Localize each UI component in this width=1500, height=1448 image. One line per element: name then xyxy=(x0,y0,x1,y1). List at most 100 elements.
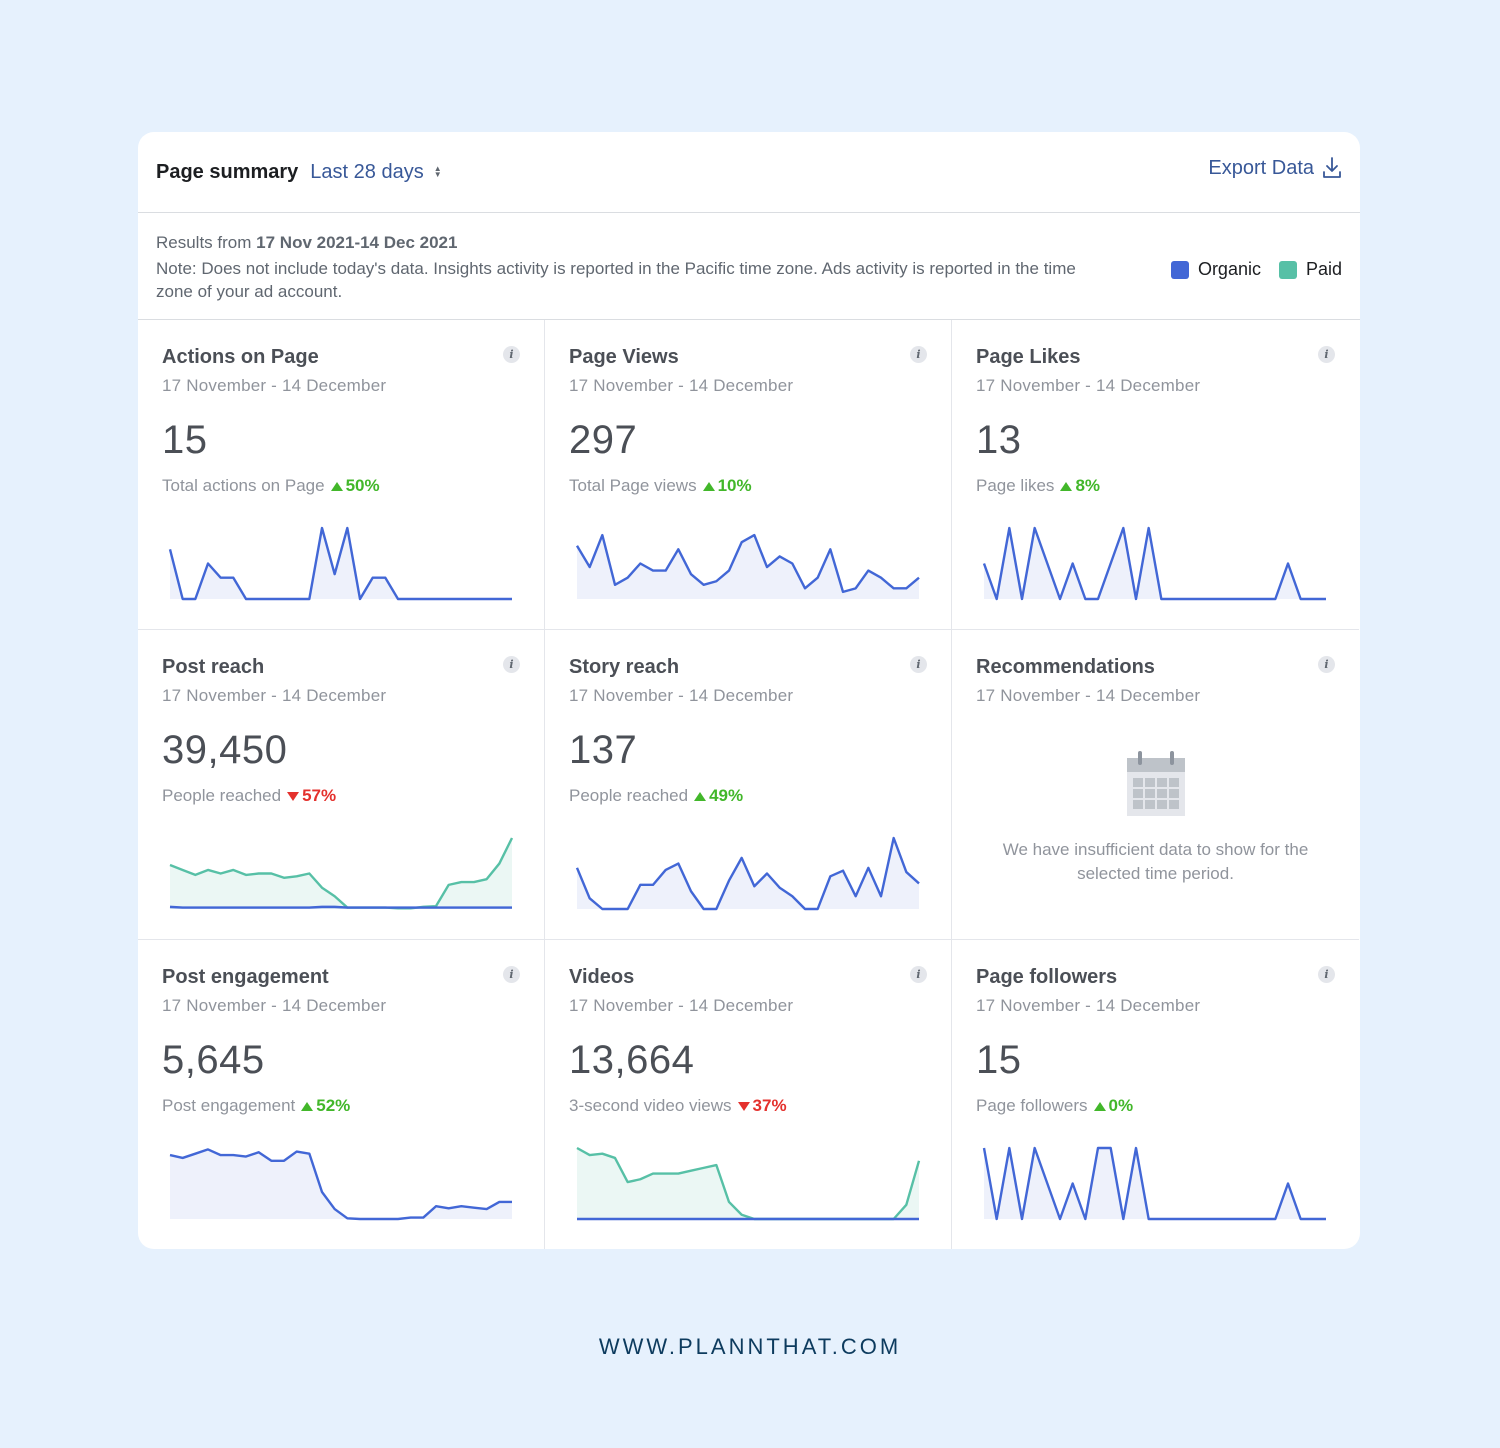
footer-url: WWW.PLANNTHAT.COM xyxy=(598,1334,902,1359)
metric-label: Total actions on Page xyxy=(162,476,325,495)
tile-page-likes[interactable]: Page Likes 17 November - 14 December i 13 Pa… xyxy=(952,320,1359,630)
triangle-up-icon xyxy=(702,481,715,491)
tile-date-range: 17 November - 14 December xyxy=(569,686,794,705)
tile-date-range: 17 November - 14 December xyxy=(162,376,387,395)
series-line-organic xyxy=(575,836,920,911)
tile-title: Story reach xyxy=(569,656,680,678)
change-badge: 37% xyxy=(737,1096,787,1116)
series-area-organic xyxy=(170,528,512,599)
info-icon[interactable]: i xyxy=(1318,346,1335,363)
change-percent: 52% xyxy=(316,1096,351,1115)
tile-date-range: 17 November - 14 December xyxy=(569,996,794,1015)
export-data-button[interactable]: Export Data xyxy=(1208,156,1342,180)
sparkline-chart xyxy=(168,526,512,601)
legend-paid-swatch xyxy=(1278,260,1297,279)
tile-date-range: 17 November - 14 December xyxy=(976,996,1201,1015)
tile-date-range: 17 November - 14 December xyxy=(162,996,387,1015)
change-percent: 37% xyxy=(752,1096,787,1115)
empty-state xyxy=(952,748,1359,823)
sparkline-chart xyxy=(575,836,920,911)
tile-page-views[interactable]: Page Views 17 November - 14 December i 297 T… xyxy=(545,320,952,630)
metric-value: 137 xyxy=(569,728,638,772)
results-dates: 17 Nov 2021-14 Dec 2021 xyxy=(256,233,458,252)
info-icon[interactable]: i xyxy=(910,966,927,983)
change-percent: 8% xyxy=(1075,476,1101,495)
date-range-label: Last 28 days xyxy=(310,160,424,183)
metric-value: 13,664 xyxy=(569,1038,695,1082)
tile-title: Page Likes xyxy=(976,346,1081,368)
metric-subtitle: Total Page views 10% xyxy=(569,476,752,496)
series-area-organic xyxy=(984,1148,1326,1219)
tile-post-reach[interactable]: Post reach 17 November - 14 December i 39,4… xyxy=(138,630,545,940)
sparkline-chart xyxy=(982,1146,1326,1221)
info-icon[interactable]: i xyxy=(503,966,520,983)
tile-date-range: 17 November - 14 December xyxy=(162,686,387,705)
date-range-dropdown[interactable]: Last 28 days ▲ ▼ xyxy=(310,161,441,184)
series-area-organic xyxy=(577,535,919,599)
tile-actions-on-page[interactable]: Actions on Page 17 November - 14 December… xyxy=(138,320,545,630)
info-icon[interactable]: i xyxy=(910,346,927,363)
info-icon[interactable]: i xyxy=(503,346,520,363)
metric-subtitle: People reached 57% xyxy=(162,786,336,806)
tile-story-reach[interactable]: Story reach 17 November - 14 December i 137… xyxy=(545,630,952,940)
triangle-up-icon xyxy=(301,1101,314,1111)
tile-title: Recommendations xyxy=(976,656,1155,678)
tile-videos[interactable]: Videos 17 November - 14 December i 13,664 3-… xyxy=(545,940,952,1249)
results-prefix: Results from xyxy=(156,233,252,252)
series-line-organic xyxy=(982,526,1326,601)
triangle-up-icon xyxy=(1093,1101,1106,1111)
metric-value: 15 xyxy=(976,1038,1022,1082)
tile-title: Post reach xyxy=(162,656,265,678)
sparkline-chart xyxy=(169,837,514,910)
triangle-down-icon xyxy=(737,1101,750,1111)
change-badge: 50% xyxy=(330,476,380,496)
legend-organic-swatch xyxy=(1170,260,1189,279)
series-line-organic xyxy=(982,1146,1326,1221)
series-line-paid xyxy=(169,837,514,910)
metrics-grid: Actions on Page 17 November - 14 December… xyxy=(138,320,1360,1249)
change-badge: 52% xyxy=(301,1096,350,1116)
change-percent: 57% xyxy=(302,786,337,805)
tile-page-followers[interactable]: Page followers 17 November - 14 December i… xyxy=(952,940,1359,1249)
tile-title: Page followers xyxy=(976,966,1118,988)
metric-label: Page likes xyxy=(976,476,1055,495)
sort-arrows-icon: ▲ ▼ xyxy=(433,164,442,179)
info-icon[interactable]: i xyxy=(503,656,520,673)
series-area-organic xyxy=(170,1149,512,1219)
metric-subtitle: Page followers 0% xyxy=(976,1096,1133,1116)
legend: Organic Paid xyxy=(1163,259,1342,280)
change-badge: 57% xyxy=(287,786,336,806)
series-line-organic xyxy=(169,905,512,909)
metric-label: 3-second video views xyxy=(569,1096,732,1115)
series-line-organic xyxy=(169,1148,512,1221)
info-icon[interactable]: i xyxy=(910,656,927,673)
series-area-paid xyxy=(577,1148,919,1219)
tile-recommendations[interactable]: Recommendations 17 November - 14 December… xyxy=(952,630,1359,940)
legend-paid: Paid xyxy=(1278,259,1342,280)
tile-post-engagement[interactable]: Post engagement 17 November - 14 December… xyxy=(138,940,545,1249)
triangle-down-icon xyxy=(287,791,300,801)
info-icon[interactable]: i xyxy=(1318,966,1335,983)
metric-subtitle: Total actions on Page 50% xyxy=(162,476,380,496)
legend-organic-label: Organic xyxy=(1197,259,1261,279)
metric-subtitle: 3-second video views 37% xyxy=(569,1096,787,1116)
download-icon xyxy=(1323,157,1341,178)
change-percent: 50% xyxy=(345,476,380,495)
metric-value: 39,450 xyxy=(162,728,288,772)
change-badge: 0% xyxy=(1093,1096,1133,1116)
tile-date-range: 17 November - 14 December xyxy=(976,686,1201,705)
export-data-label: Export Data xyxy=(1208,156,1314,179)
empty-state-message: We have insufficient data to show for th… xyxy=(1002,840,1309,883)
page-title: Page summary xyxy=(156,160,299,183)
metric-subtitle: Post engagement 52% xyxy=(162,1096,350,1116)
info-icon[interactable]: i xyxy=(1318,656,1335,673)
change-badge: 49% xyxy=(694,786,743,806)
tile-title: Actions on Page xyxy=(162,346,319,368)
summary-header: Page summary Last 28 days ▲ ▼ Export Data xyxy=(138,132,1360,213)
change-percent: 10% xyxy=(717,476,752,495)
tile-date-range: 17 November - 14 December xyxy=(569,376,794,395)
series-area-paid xyxy=(170,838,512,909)
metric-label: People reached xyxy=(162,786,282,805)
series-line-organic xyxy=(168,526,512,601)
tile-title: Page Views xyxy=(569,346,679,368)
